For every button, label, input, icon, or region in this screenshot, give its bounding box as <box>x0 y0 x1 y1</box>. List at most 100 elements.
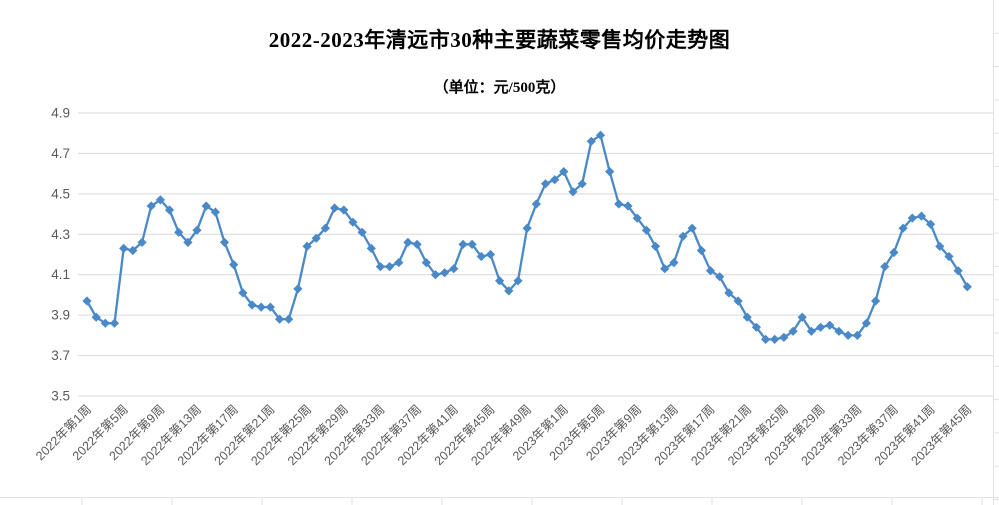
data-point-marker <box>788 326 798 336</box>
data-point-marker <box>183 237 193 247</box>
data-point-markers <box>82 130 972 344</box>
y-axis-tick-label: 3.7 <box>51 348 70 363</box>
data-point-marker <box>128 245 138 256</box>
data-point-marker <box>293 284 303 294</box>
data-point-marker <box>761 334 771 344</box>
data-point-marker <box>210 207 220 217</box>
data-point-marker <box>550 175 560 185</box>
data-point-marker <box>357 227 367 237</box>
data-point-marker <box>898 223 908 233</box>
data-point-marker <box>247 300 257 310</box>
data-point-marker <box>843 330 853 340</box>
data-point-marker <box>926 219 936 229</box>
data-point-marker <box>779 332 789 342</box>
data-point-marker <box>742 312 752 322</box>
data-point-marker <box>458 239 468 249</box>
data-point-marker <box>816 322 826 332</box>
data-point-marker <box>650 241 661 251</box>
data-point-marker <box>348 217 358 227</box>
data-point-marker <box>595 130 606 140</box>
data-point-marker <box>339 205 349 215</box>
data-point-marker <box>403 237 413 247</box>
data-point-marker <box>806 326 816 336</box>
data-point-marker <box>265 302 275 312</box>
data-point-marker <box>770 334 780 344</box>
data-point-marker <box>504 286 514 296</box>
chart-title: 2022-2023年清远市30种主要蔬菜零售均价走势图 <box>268 28 731 52</box>
y-axis-tick-label: 4.1 <box>51 267 70 282</box>
data-point-marker <box>174 227 184 237</box>
data-point-marker <box>907 213 917 223</box>
data-point-marker <box>275 314 285 324</box>
data-point-marker <box>119 243 129 253</box>
data-point-marker <box>623 201 633 211</box>
data-point-marker <box>192 225 202 235</box>
data-point-marker <box>614 199 624 209</box>
data-point-marker <box>100 318 110 328</box>
data-point-marker <box>944 251 954 262</box>
data-point-marker <box>311 233 321 243</box>
data-point-marker <box>82 296 92 306</box>
data-point-marker <box>495 276 505 286</box>
data-point-marker <box>430 270 441 280</box>
data-point-marker <box>366 243 376 253</box>
data-point-marker <box>715 272 725 282</box>
data-point-marker <box>531 199 541 209</box>
data-point-marker <box>540 179 551 189</box>
y-axis-tick-label: 4.5 <box>51 186 70 201</box>
data-point-marker <box>962 282 972 292</box>
data-point-marker <box>705 266 716 276</box>
data-point-marker <box>632 213 642 223</box>
data-point-marker <box>605 167 615 177</box>
data-point-marker <box>880 262 890 272</box>
data-point-marker <box>660 264 670 274</box>
chart-unit-subtitle: （单位：元/500克） <box>433 80 566 96</box>
data-point-marker <box>751 322 761 332</box>
data-point-marker <box>320 223 330 233</box>
data-point-marker <box>238 288 248 298</box>
data-point-marker <box>109 318 120 328</box>
price-line <box>85 134 969 341</box>
data-point-marker <box>146 201 156 211</box>
y-axis-tick-label: 4.3 <box>51 227 70 242</box>
data-point-marker <box>229 260 239 270</box>
data-point-marker <box>871 296 881 306</box>
data-point-marker <box>513 276 523 286</box>
data-point-marker <box>476 251 486 262</box>
data-point-marker <box>696 245 706 256</box>
data-point-marker <box>724 288 734 298</box>
data-point-marker <box>834 326 844 336</box>
data-point-marker <box>421 258 431 268</box>
data-point-marker <box>687 223 697 233</box>
data-point-marker <box>669 258 679 268</box>
data-point-marker <box>449 264 459 274</box>
data-point-marker <box>412 239 422 249</box>
data-point-marker <box>916 211 927 221</box>
data-point-marker <box>889 247 899 258</box>
y-axis: 4.9 4.7 4.5 4.3 4.1 3.9 3.7 3.5 <box>51 106 993 404</box>
data-point-marker <box>559 167 569 177</box>
y-axis-tick-label: 3.5 <box>51 389 70 404</box>
data-point-marker <box>485 249 496 260</box>
data-point-marker <box>394 258 404 268</box>
data-point-marker <box>256 302 266 312</box>
data-point-marker <box>155 195 165 205</box>
data-point-marker <box>586 136 596 146</box>
data-point-marker <box>440 268 450 278</box>
data-point-marker <box>375 262 385 272</box>
data-point-marker <box>522 223 532 233</box>
data-point-marker <box>219 237 230 247</box>
data-point-marker <box>568 187 578 197</box>
data-point-marker <box>861 318 871 328</box>
data-point-marker <box>641 225 651 235</box>
data-point-marker <box>797 312 807 322</box>
data-point-marker <box>953 266 963 276</box>
data-point-marker <box>201 201 211 211</box>
data-point-marker <box>577 179 587 189</box>
y-axis-tick-label: 3.9 <box>51 308 70 323</box>
data-point-marker <box>385 262 395 272</box>
data-point-marker <box>825 320 835 330</box>
data-point-marker <box>935 241 945 251</box>
